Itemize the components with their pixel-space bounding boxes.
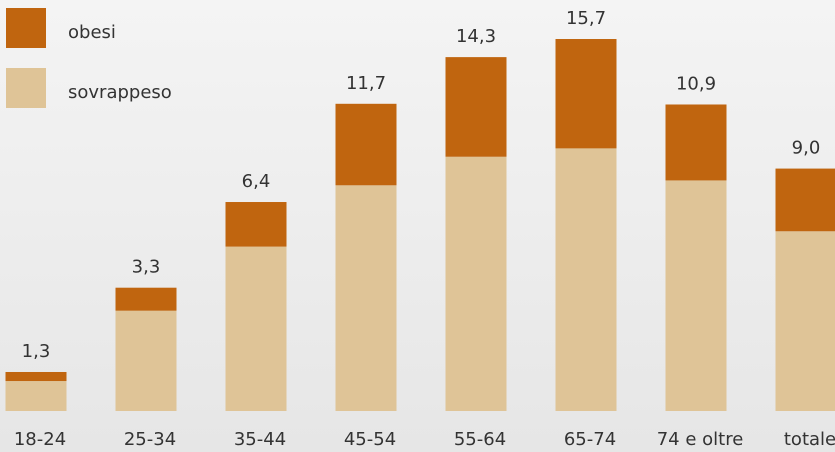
value-label: 3,3 xyxy=(132,257,161,278)
x-tick-label: 55-64 xyxy=(454,429,506,450)
bar-segment xyxy=(335,103,397,186)
bar-segment xyxy=(115,310,177,411)
bar-segment xyxy=(665,104,727,181)
legend-label: obesi xyxy=(68,22,116,43)
legend-label: sovrappeso xyxy=(68,82,172,103)
x-tick-label: totale xyxy=(784,429,835,450)
legend-swatch xyxy=(6,68,46,108)
value-label: 15,7 xyxy=(566,8,606,29)
bar-segment xyxy=(445,57,507,157)
x-tick-label: 74 e oltre xyxy=(657,429,744,450)
bar-segment xyxy=(225,202,287,247)
x-tick-label: 65-74 xyxy=(564,429,616,450)
value-label: 1,3 xyxy=(22,341,51,362)
x-tick-label: 45-54 xyxy=(344,429,396,450)
bar-segment xyxy=(225,246,287,411)
x-tick-label: 25-34 xyxy=(124,429,176,450)
bar-segment xyxy=(115,287,177,311)
bar-segment xyxy=(445,156,507,411)
bar-segment xyxy=(775,168,835,232)
value-label: 11,7 xyxy=(346,73,386,94)
bar-segment xyxy=(5,371,67,382)
x-tick-label: 35-44 xyxy=(234,429,286,450)
value-label: 14,3 xyxy=(456,26,496,47)
bar-segment xyxy=(775,231,835,411)
bar-segment xyxy=(555,39,617,149)
legend-swatch xyxy=(6,8,46,48)
bar-segment xyxy=(335,185,397,411)
bar-segment xyxy=(665,180,727,411)
bar-segment xyxy=(5,381,67,411)
bar-segment xyxy=(555,148,617,411)
value-label: 10,9 xyxy=(676,73,716,94)
x-tick-label: 18-24 xyxy=(14,429,66,450)
value-label: 9,0 xyxy=(792,138,821,159)
value-label: 6,4 xyxy=(242,171,271,192)
